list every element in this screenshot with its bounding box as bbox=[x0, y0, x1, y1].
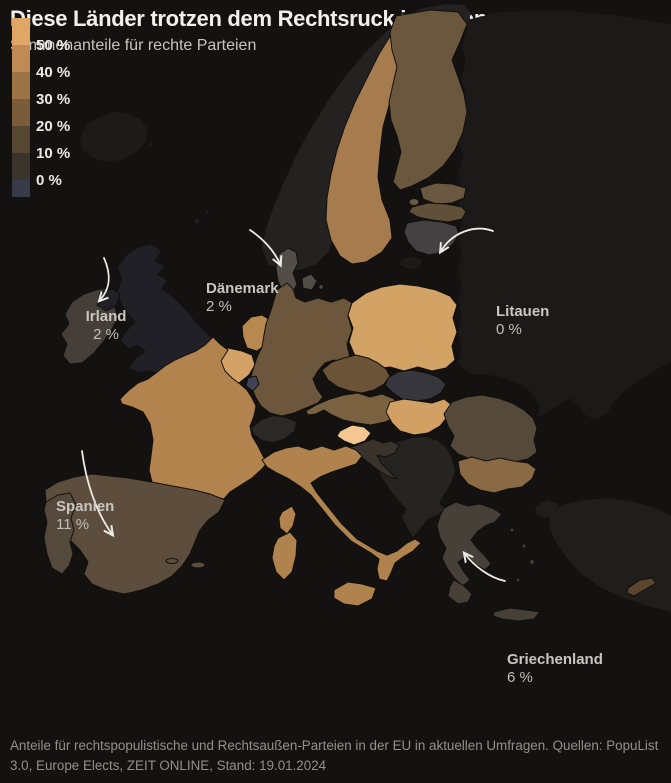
country-germany bbox=[248, 282, 353, 417]
sicily-island bbox=[333, 581, 377, 607]
orkney-islands bbox=[205, 210, 209, 214]
legend-label-30: 30 % bbox=[36, 91, 70, 108]
annotation-greece-value: 6 % bbox=[507, 669, 533, 686]
country-cyprus bbox=[626, 577, 657, 597]
annotation-ireland-value: 2 % bbox=[93, 326, 119, 343]
page-subtitle: Stimmenanteile für rechte Parteien bbox=[10, 37, 257, 55]
legend-label-40: 40 % bbox=[36, 64, 70, 81]
country-western-balkans bbox=[377, 437, 455, 537]
country-slovakia bbox=[384, 369, 447, 402]
legend-swatch-30-40 bbox=[12, 72, 30, 99]
annotation-denmark-label: Dänemark bbox=[206, 280, 279, 297]
annotation-ireland-label: Irland bbox=[85, 308, 127, 325]
legend-label-10: 10 % bbox=[36, 145, 70, 162]
denmark-island bbox=[318, 284, 324, 290]
legend: 50 % 40 % 30 % 20 % 10 % 0 % bbox=[12, 18, 70, 197]
legend-swatch-below-0 bbox=[12, 180, 30, 197]
country-slovenia bbox=[336, 424, 372, 446]
legend-label-20: 20 % bbox=[36, 118, 70, 135]
country-latvia bbox=[408, 202, 467, 223]
legend-swatch-20-30 bbox=[12, 99, 30, 126]
aegean-island-3 bbox=[529, 559, 535, 565]
country-iceland bbox=[80, 112, 148, 162]
aegean-island-2 bbox=[521, 543, 527, 549]
shetland-islands bbox=[195, 219, 199, 223]
arrow-to-greece bbox=[465, 554, 506, 582]
country-united-kingdom bbox=[118, 245, 217, 378]
country-sweden bbox=[325, 25, 425, 265]
balearic-island-2 bbox=[190, 561, 206, 569]
country-czechia bbox=[321, 354, 391, 394]
country-romania bbox=[443, 394, 538, 464]
corsica-island bbox=[278, 505, 297, 535]
sardinia-island bbox=[271, 531, 298, 581]
faroe-islands bbox=[149, 142, 153, 146]
saaremaa-island bbox=[408, 198, 420, 206]
country-spain bbox=[44, 473, 226, 595]
country-switzerland bbox=[252, 416, 296, 442]
annotation-greece: Griechenland 6 % bbox=[507, 651, 603, 687]
annotation-spain-label: Spanien bbox=[56, 498, 115, 515]
kaliningrad-region bbox=[398, 255, 425, 271]
country-finland bbox=[388, 9, 468, 191]
arrow-to-ireland bbox=[100, 257, 110, 300]
annotation-spain: Spanien 11 % bbox=[56, 498, 114, 534]
country-luxembourg bbox=[245, 375, 260, 392]
aegean-island-1 bbox=[509, 527, 515, 533]
legend-label-0: 0 % bbox=[36, 172, 62, 189]
legend-label-50: 50 % bbox=[36, 37, 70, 54]
europe-map: 50 % 40 % 30 % 20 % 10 % 0 % Irland 2 % … bbox=[12, 4, 671, 687]
country-norway bbox=[262, 4, 471, 270]
denmark-zealand bbox=[301, 273, 318, 291]
legend-swatch-10-20 bbox=[12, 126, 30, 153]
annotation-denmark: Dänemark 2 % bbox=[206, 280, 279, 316]
country-greece bbox=[436, 501, 503, 587]
greece-peloponnese bbox=[447, 579, 473, 605]
annotation-denmark-value: 2 % bbox=[206, 298, 232, 315]
annotation-lithuania-value: 0 % bbox=[496, 321, 522, 338]
europe-choropleth-svg: 50 % 40 % 30 % 20 % 10 % 0 % bbox=[12, 4, 671, 622]
country-turkey bbox=[548, 498, 671, 612]
legend-swatch-40-50 bbox=[12, 45, 30, 72]
arrow-to-spain bbox=[81, 450, 112, 534]
country-poland bbox=[347, 283, 458, 372]
balearic-island-1 bbox=[165, 558, 179, 564]
arrow-to-lithuania bbox=[441, 227, 494, 251]
country-italy bbox=[261, 445, 422, 582]
annotation-greece-label: Griechenland bbox=[507, 651, 603, 668]
country-bulgaria bbox=[457, 456, 537, 494]
crete-island bbox=[492, 607, 541, 622]
country-estonia bbox=[419, 182, 467, 205]
country-turkey-european bbox=[535, 500, 558, 518]
legend-swatch-0-10 bbox=[12, 153, 30, 180]
annotation-lithuania: Litauen 0 % bbox=[496, 303, 549, 339]
arrow-to-denmark bbox=[249, 229, 280, 264]
aegean-island-4 bbox=[515, 577, 521, 583]
country-hungary bbox=[385, 398, 453, 436]
annotation-ireland: Irland 2 % bbox=[78, 308, 134, 344]
annotation-lithuania-label: Litauen bbox=[496, 303, 550, 320]
country-russia-belarus-ukraine bbox=[458, 10, 671, 420]
country-portugal bbox=[43, 492, 77, 575]
annotation-spain-value: 11 % bbox=[56, 516, 90, 533]
country-lithuania bbox=[403, 219, 460, 256]
source-footer: Anteile für rechtspopulistische und Rech… bbox=[10, 738, 659, 774]
country-france bbox=[119, 336, 268, 500]
legend-swatch-over-50 bbox=[12, 18, 30, 45]
